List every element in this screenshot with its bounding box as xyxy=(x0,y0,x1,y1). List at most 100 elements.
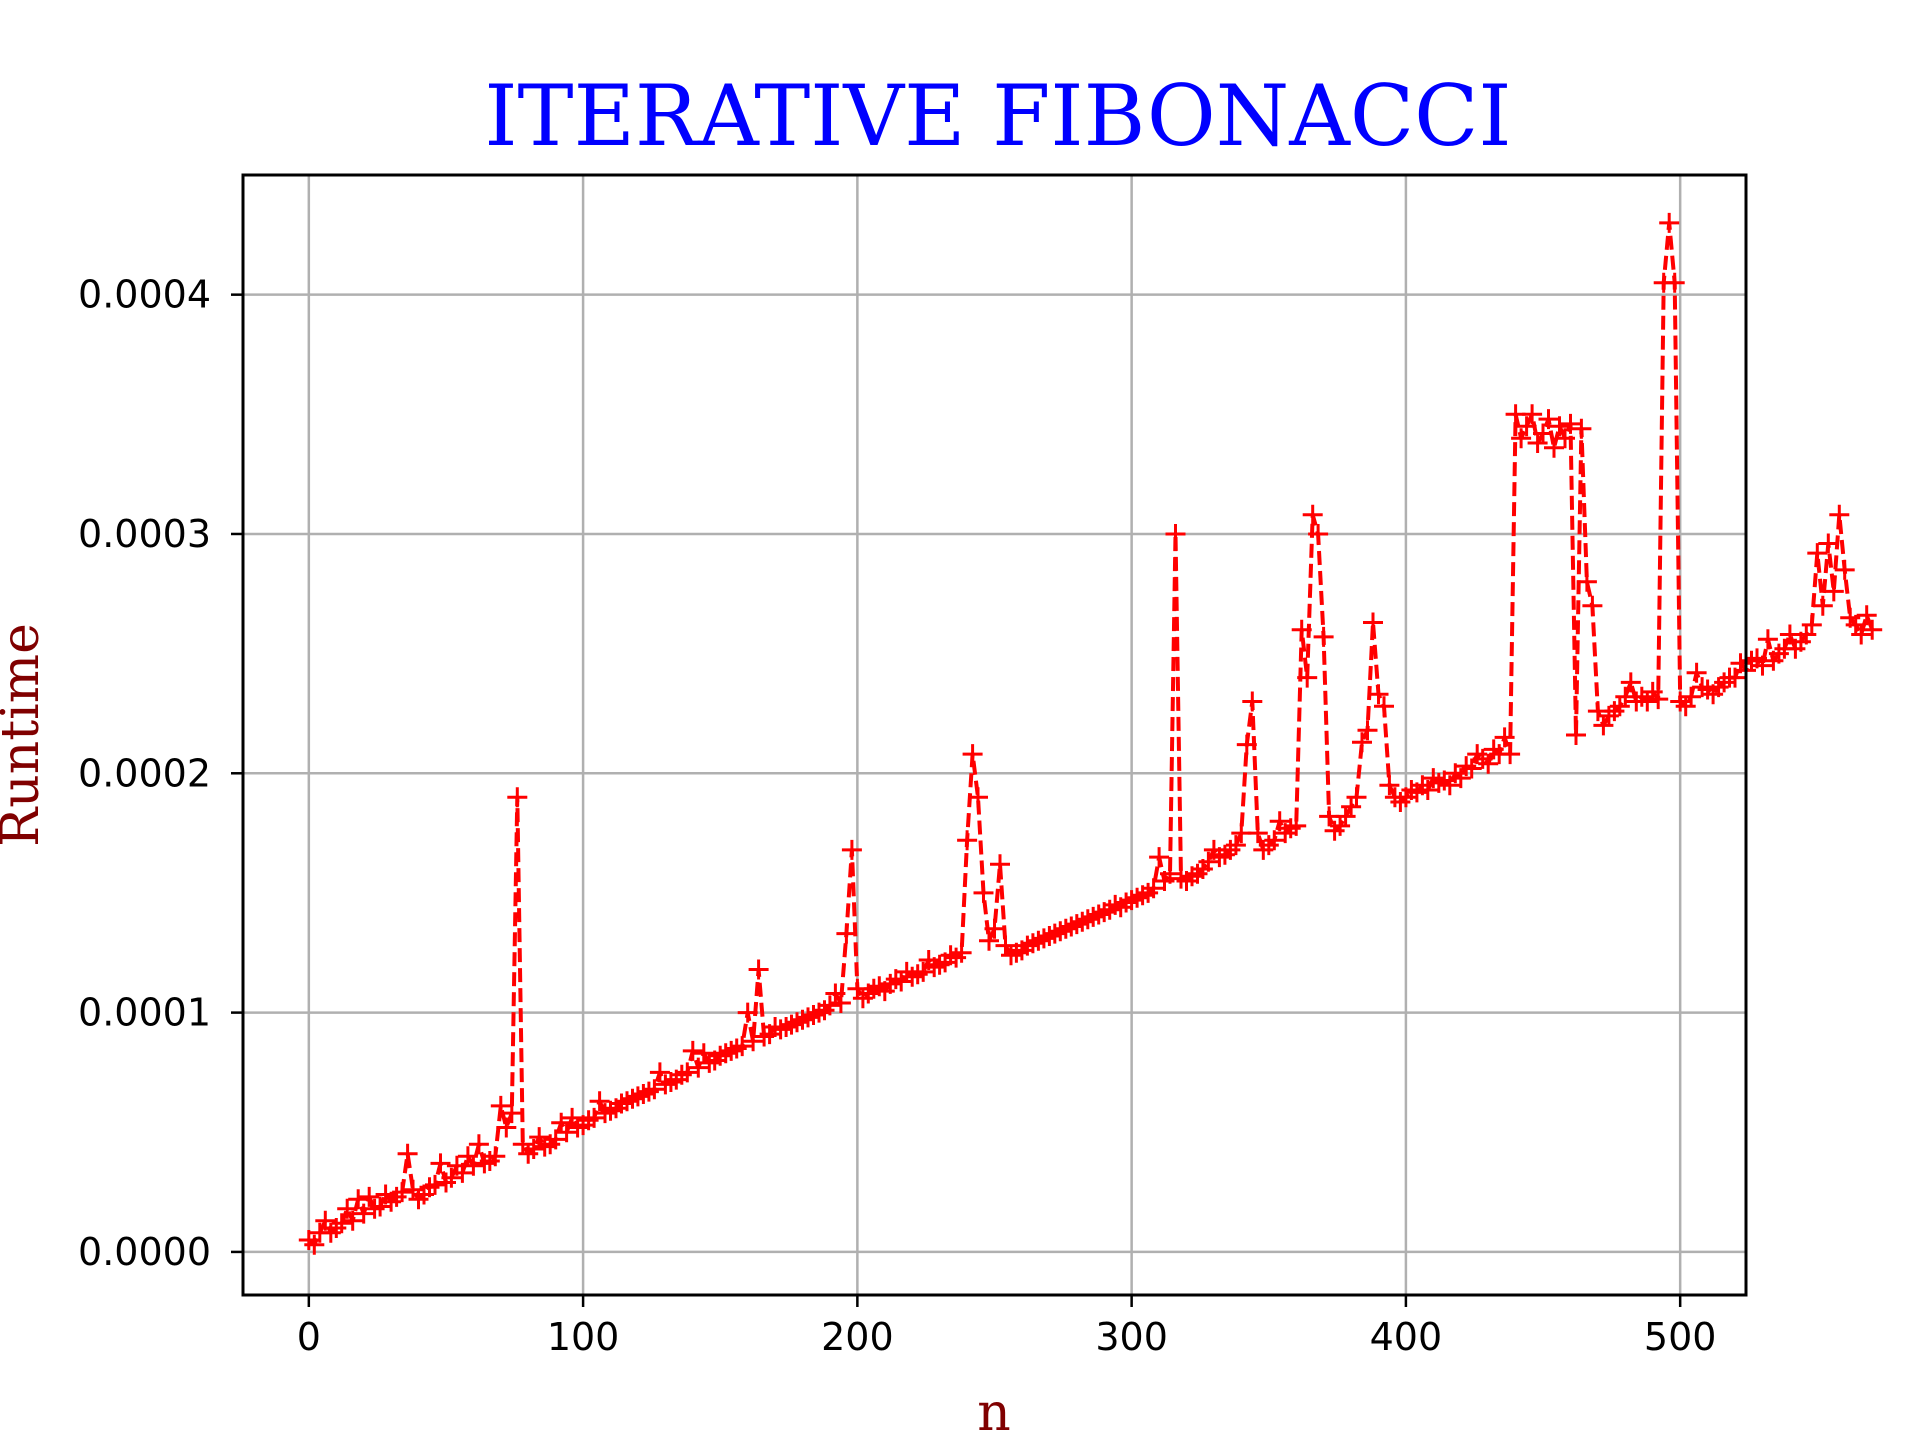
data-point-marker xyxy=(1313,626,1334,647)
data-point-marker xyxy=(1620,672,1641,693)
data-point-marker xyxy=(1818,533,1839,554)
data-point-marker xyxy=(1511,428,1532,449)
x-tick-label: 0 xyxy=(297,1315,321,1359)
data-point-marker xyxy=(951,942,972,963)
data-point-marker xyxy=(748,959,769,980)
data-point-marker xyxy=(1297,667,1318,688)
data-point-marker xyxy=(468,1134,489,1155)
data-point-marker xyxy=(913,961,934,982)
data-point-marker xyxy=(1291,619,1312,640)
data-point-marker xyxy=(1571,418,1592,439)
data-point-marker xyxy=(957,830,978,851)
data-point-marker xyxy=(1538,409,1559,430)
data-point-marker xyxy=(1823,581,1844,602)
data-point-marker xyxy=(968,787,988,808)
data-point-marker xyxy=(1352,732,1372,753)
data-point-marker xyxy=(1302,504,1323,525)
data-point-marker xyxy=(1494,727,1515,748)
data-point-marker xyxy=(1308,524,1329,544)
data-point-marker xyxy=(830,993,851,1013)
data-point-marker xyxy=(1560,413,1581,434)
data-point-marker xyxy=(990,854,1010,875)
data-point-marker xyxy=(1198,851,1219,872)
data-point-marker xyxy=(841,839,862,860)
y-tick-label: 0.0000 xyxy=(78,1230,211,1274)
data-point-marker xyxy=(370,1196,391,1217)
data-point-marker xyxy=(331,1213,352,1234)
data-point-marker xyxy=(1549,416,1570,437)
data-point-marker xyxy=(743,1031,764,1052)
data-point-marker xyxy=(732,1036,753,1057)
data-point-marker xyxy=(359,1186,380,1207)
grid-lines xyxy=(243,175,1746,1295)
data-point-marker xyxy=(1363,612,1383,633)
data-point-marker xyxy=(425,1174,445,1195)
data-point-marker xyxy=(1752,655,1773,676)
data-point-marker xyxy=(1664,272,1685,293)
data-point-marker xyxy=(1659,212,1680,233)
data-point-marker xyxy=(962,744,983,765)
data-point-marker xyxy=(584,1107,605,1128)
data-point-marker xyxy=(1346,787,1367,808)
data-point-marker xyxy=(1247,823,1268,844)
y-tick-label: 0.0001 xyxy=(78,991,211,1035)
data-point-marker xyxy=(315,1210,336,1231)
data-point-marker xyxy=(1357,720,1378,741)
data-point-marker xyxy=(430,1153,451,1174)
data-point-marker xyxy=(589,1091,610,1112)
data-point-marker xyxy=(688,1057,709,1078)
data-point-marker xyxy=(1757,629,1778,650)
data-point-marker xyxy=(392,1182,413,1203)
data-point-marker xyxy=(1681,686,1702,707)
data-point-marker xyxy=(1522,404,1543,425)
data-point-marker xyxy=(556,1122,577,1143)
data-point-marker xyxy=(1461,758,1482,779)
data-point-marker xyxy=(1686,662,1707,683)
data-point-marker xyxy=(1368,684,1389,705)
x-tick-label: 500 xyxy=(1644,1315,1717,1359)
data-point-marker xyxy=(1862,619,1883,640)
data-point-marker xyxy=(1374,696,1394,717)
data-point-marker xyxy=(342,1210,363,1231)
data-point-marker xyxy=(496,1117,517,1138)
data-point-marker xyxy=(304,1234,325,1255)
y-tick-label: 0.0002 xyxy=(78,751,211,795)
data-point-marker xyxy=(1143,878,1164,899)
x-axis-label: n xyxy=(977,1383,1011,1440)
data-point-marker xyxy=(1544,437,1564,458)
data-point-marker xyxy=(1478,753,1499,774)
data-point-marker xyxy=(1851,624,1872,645)
data-point-marker xyxy=(1648,689,1669,710)
data-point-marker xyxy=(1264,830,1285,851)
data-point-marker xyxy=(441,1167,462,1188)
data-point-marker xyxy=(677,1062,698,1083)
data-point-marker xyxy=(485,1146,506,1167)
x-tick-label: 300 xyxy=(1095,1315,1168,1359)
data-point-marker xyxy=(819,995,840,1016)
series-line xyxy=(307,220,1875,1247)
x-tick-label: 200 xyxy=(821,1315,894,1359)
chart-title: ITERATIVE FIBONACCI xyxy=(484,67,1511,165)
data-point-marker xyxy=(649,1062,670,1083)
data-point-marker xyxy=(1725,667,1745,688)
data-point-marker xyxy=(1165,524,1186,544)
data-point-marker xyxy=(545,1129,566,1150)
data-point-marker xyxy=(1225,835,1246,856)
data-point-marker xyxy=(1500,744,1521,765)
data-point-marker xyxy=(1829,504,1850,525)
data-point-marker xyxy=(1856,605,1877,626)
data-point-marker xyxy=(1812,595,1833,616)
data-point-marker xyxy=(507,787,528,808)
data-point-marker xyxy=(348,1189,369,1210)
data-point-marker xyxy=(1286,815,1307,836)
x-tick-label: 400 xyxy=(1370,1315,1443,1359)
data-point-marker xyxy=(397,1143,418,1164)
data-point-marker xyxy=(1379,775,1400,796)
data-point-marker xyxy=(1160,863,1180,884)
data-point-marker xyxy=(1450,768,1471,789)
data-point-marker xyxy=(1527,433,1548,453)
data-point-marker xyxy=(353,1203,374,1224)
data-point-marker xyxy=(682,1040,703,1061)
